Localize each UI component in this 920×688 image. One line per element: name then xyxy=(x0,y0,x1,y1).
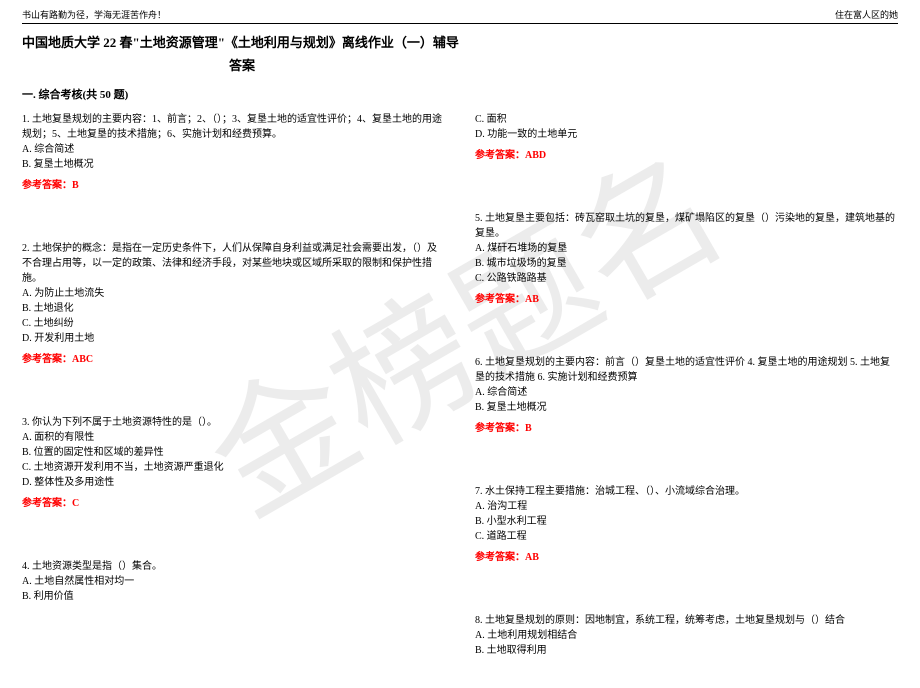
question-text: 6. 土地复垦规划的主要内容：前言（）复垦土地的适宜性评价 4. 复垦土地的用途… xyxy=(475,355,898,385)
option: A. 综合简述 xyxy=(475,385,898,400)
question-2: 2. 土地保护的概念：是指在一定历史条件下，人们从保障自身利益或满足社会需要出发… xyxy=(22,241,445,367)
columns-container: 1. 土地复垦规划的主要内容：1、前言；2、（）；3、复垦土地的适宜性评价；4、… xyxy=(22,112,898,688)
question-text: 3. 你认为下列不属于土地资源特性的是（）。 xyxy=(22,415,445,430)
answer: 参考答案：C xyxy=(22,496,445,511)
question-6: 6. 土地复垦规划的主要内容：前言（）复垦土地的适宜性评价 4. 复垦土地的用途… xyxy=(475,355,898,436)
page-header: 书山有路勤为径，学海无涯苦作舟！ 住在富人区的她 xyxy=(22,8,898,24)
option: C. 面积 xyxy=(475,112,898,127)
option: D. 功能一致的土地单元 xyxy=(475,127,898,142)
page-content: 书山有路勤为径，学海无涯苦作舟！ 住在富人区的她 中国地质大学 22 春"土地资… xyxy=(0,0,920,688)
option: A. 土地利用规划相结合 xyxy=(475,628,898,643)
option: A. 综合简述 xyxy=(22,142,445,157)
option: C. 道路工程 xyxy=(475,529,898,544)
header-left: 书山有路勤为径，学海无涯苦作舟！ xyxy=(22,8,166,21)
question-text: 5. 土地复垦主要包括：砖瓦窑取土坑的复垦，煤矿塌陷区的复垦（）污染地的复垦，建… xyxy=(475,211,898,241)
question-1: 1. 土地复垦规划的主要内容：1、前言；2、（）；3、复垦土地的适宜性评价；4、… xyxy=(22,112,445,193)
option: C. 土地资源开发利用不当，土地资源严重退化 xyxy=(22,460,445,475)
option: A. 土地自然属性相对均一 xyxy=(22,574,445,589)
option: B. 复垦土地概况 xyxy=(22,157,445,172)
option: A. 煤矸石堆场的复垦 xyxy=(475,241,898,256)
option: B. 位置的固定性和区域的差异性 xyxy=(22,445,445,460)
option: B. 土地退化 xyxy=(22,301,445,316)
header-right: 住在富人区的她 xyxy=(835,8,898,21)
option: A. 为防止土地流失 xyxy=(22,286,445,301)
option: D. 整体性及多用途性 xyxy=(22,475,445,490)
question-5: 5. 土地复垦主要包括：砖瓦窑取土坑的复垦，煤矿塌陷区的复垦（）污染地的复垦，建… xyxy=(475,211,898,307)
question-text: 7. 水土保持工程主要措施：治城工程、（）、小流域综合治理。 xyxy=(475,484,898,499)
question-text: 1. 土地复垦规划的主要内容：1、前言；2、（）；3、复垦土地的适宜性评价；4、… xyxy=(22,112,445,142)
question-7: 7. 水土保持工程主要措施：治城工程、（）、小流域综合治理。 A. 治沟工程 B… xyxy=(475,484,898,565)
question-text: 8. 土地复垦规划的原则：因地制宜，系统工程，统筹考虑，土地复垦规划与（）结合 xyxy=(475,613,898,628)
section-header: 一. 综合考核(共 50 题) xyxy=(22,86,898,102)
option: B. 城市垃圾场的复垦 xyxy=(475,256,898,271)
option: B. 复垦土地概况 xyxy=(475,400,898,415)
question-4: 4. 土地资源类型是指（）集合。 A. 土地自然属性相对均一 B. 利用价值 xyxy=(22,559,445,604)
option: A. 治沟工程 xyxy=(475,499,898,514)
left-column: 1. 土地复垦规划的主要内容：1、前言；2、（）；3、复垦土地的适宜性评价；4、… xyxy=(22,112,445,688)
question-8: 8. 土地复垦规划的原则：因地制宜，系统工程，统筹考虑，土地复垦规划与（）结合 … xyxy=(475,613,898,658)
document-title: 中国地质大学 22 春"土地资源管理"《土地利用与规划》离线作业（一）辅导 xyxy=(22,32,898,51)
option: C. 土地纠纷 xyxy=(22,316,445,331)
answer: 参考答案：AB xyxy=(475,292,898,307)
answer: 参考答案：ABD xyxy=(475,148,898,163)
answer: 参考答案：B xyxy=(475,421,898,436)
answer: 参考答案：AB xyxy=(475,550,898,565)
question-4-continued: C. 面积 D. 功能一致的土地单元 参考答案：ABD xyxy=(475,112,898,163)
option: B. 小型水利工程 xyxy=(475,514,898,529)
question-3: 3. 你认为下列不属于土地资源特性的是（）。 A. 面积的有限性 B. 位置的固… xyxy=(22,415,445,511)
option: A. 面积的有限性 xyxy=(22,430,445,445)
answer: 参考答案：ABC xyxy=(22,352,445,367)
question-text: 2. 土地保护的概念：是指在一定历史条件下，人们从保障自身利益或满足社会需要出发… xyxy=(22,241,445,286)
option: C. 公路铁路路基 xyxy=(475,271,898,286)
right-column: C. 面积 D. 功能一致的土地单元 参考答案：ABD 5. 土地复垦主要包括：… xyxy=(475,112,898,688)
question-text: 4. 土地资源类型是指（）集合。 xyxy=(22,559,445,574)
document-subtitle: 答案 xyxy=(22,55,462,74)
option: D. 开发利用土地 xyxy=(22,331,445,346)
option: B. 利用价值 xyxy=(22,589,445,604)
answer: 参考答案：B xyxy=(22,178,445,193)
